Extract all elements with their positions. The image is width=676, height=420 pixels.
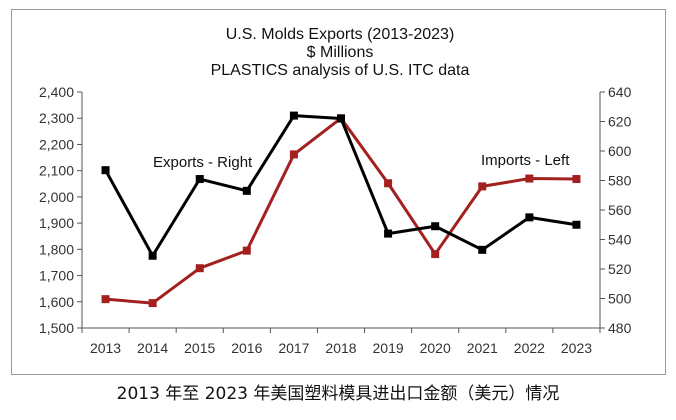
left-axis-tick-label: 1,700 bbox=[39, 268, 74, 284]
left-axis-tick-label: 1,800 bbox=[39, 241, 74, 257]
exports-right-point bbox=[289, 111, 298, 120]
right-axis-tick-label: 560 bbox=[608, 202, 632, 218]
right-axis-tick-label: 500 bbox=[608, 291, 632, 307]
x-axis-tick-label: 2019 bbox=[373, 340, 404, 356]
exports-right-point bbox=[242, 186, 251, 195]
x-axis-tick-label: 2015 bbox=[184, 340, 215, 356]
exports-right-line bbox=[104, 114, 577, 258]
imports-left-point bbox=[525, 174, 534, 183]
x-axis-tick-label: 2018 bbox=[325, 340, 356, 356]
right-axis-tick-label: 640 bbox=[608, 84, 632, 100]
figure-caption: 2013 年至 2023 年美国塑料模具进出口金额（美元）情况 bbox=[116, 384, 560, 404]
right-axis-tick-label: 540 bbox=[608, 232, 632, 248]
exports-right-point bbox=[525, 213, 534, 222]
right-axis-tick-label: 600 bbox=[608, 143, 632, 159]
left-axis-tick-label: 1,600 bbox=[39, 294, 74, 310]
right-axis-tick-label: 520 bbox=[608, 261, 632, 277]
imports-left-point bbox=[195, 264, 204, 273]
left-axis-tick-label: 1,900 bbox=[39, 215, 74, 231]
x-axis-tick-label: 2016 bbox=[231, 340, 262, 356]
chart-frame bbox=[11, 9, 666, 375]
left-axis-tick-label: 2,400 bbox=[39, 84, 74, 100]
exports-right-point bbox=[431, 222, 440, 231]
x-axis-tick-label: 2017 bbox=[278, 340, 309, 356]
imports-left-point bbox=[289, 150, 298, 159]
imports-left-line bbox=[105, 116, 577, 305]
chart-plot: 1,500 1,600 1,700 1,800 1,900 2,000 2,100 2,200… bbox=[39, 84, 632, 356]
right-axis-tick-label: 620 bbox=[608, 114, 632, 130]
exports-right-point bbox=[148, 251, 157, 260]
exports-right-point bbox=[572, 220, 581, 229]
exports-right-label: Exports - Right bbox=[153, 154, 253, 171]
chart-source-note: PLASTICS analysis of U.S. ITC data bbox=[210, 62, 470, 79]
x-axis-tick-label: 2013 bbox=[90, 340, 121, 356]
exports-right-point bbox=[195, 175, 204, 184]
right-axis-tick-label: 480 bbox=[608, 320, 632, 336]
left-axis-tick-label: 2,000 bbox=[39, 189, 74, 205]
imports-left-point bbox=[384, 179, 393, 188]
x-axis-tick-label: 2021 bbox=[467, 340, 498, 356]
exports-right-point bbox=[478, 245, 487, 254]
x-axis-tick-label: 2023 bbox=[561, 340, 592, 356]
imports-left-point bbox=[148, 299, 157, 308]
x-axis-tick-label: 2022 bbox=[514, 340, 545, 356]
chart-title: U.S. Molds Exports (2013-2023) bbox=[225, 26, 455, 43]
left-axis-tick-label: 1,500 bbox=[39, 320, 74, 336]
exports-right-point bbox=[337, 114, 345, 123]
left-axis-tick-label: 2,200 bbox=[39, 136, 74, 152]
right-axis-tick-label: 580 bbox=[608, 173, 632, 189]
x-axis-tick-label: 2014 bbox=[137, 340, 168, 356]
imports-left-point bbox=[572, 175, 581, 184]
x-axis-tick-label: 2020 bbox=[420, 340, 451, 356]
left-axis-tick-label: 2,100 bbox=[39, 163, 74, 179]
imports-left-point bbox=[242, 246, 251, 255]
imports-left-point bbox=[478, 182, 487, 191]
imports-left-point bbox=[101, 295, 110, 304]
imports-left-label: Imports - Left bbox=[481, 152, 570, 169]
imports-left-point bbox=[431, 250, 440, 259]
left-axis-tick-label: 2,300 bbox=[39, 110, 74, 126]
exports-right-point bbox=[384, 229, 393, 238]
chart-subtitle: $ Millions bbox=[306, 44, 374, 61]
exports-right-point bbox=[101, 166, 110, 175]
